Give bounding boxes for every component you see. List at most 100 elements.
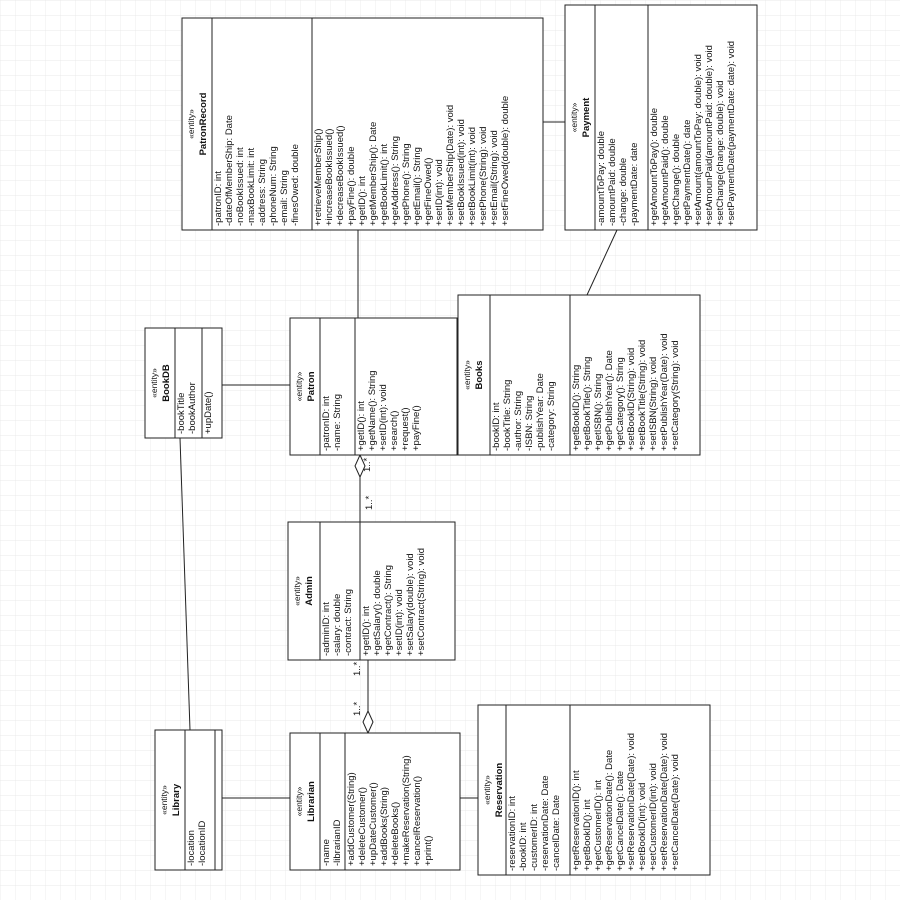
method: +decreaseBookIssued() [335,125,346,226]
method: +setContract(String): void [416,548,427,656]
method: +getContract(): String [383,565,394,656]
attribute: -maxBookLimit: int [246,148,257,226]
method: +setPhone(String): void [478,126,489,226]
aggregation-diamond [362,709,374,735]
method: +setReservationDate(Date): void [659,733,670,871]
method: +getBookLimit(): int [379,144,390,226]
method: +increaseBookIssued() [324,129,335,226]
attribute: -bookTitle: String [502,380,513,451]
method: +getAmountPaid(): double [660,115,671,226]
class-box: «entity» Patron -patronID: int -name: Strin… [289,317,458,456]
association [179,437,191,731]
class-name: Admin [304,576,315,606]
attribute: -email: String [279,170,290,226]
attribute: -locationID [197,820,208,866]
attribute: -adminID: int [321,602,332,656]
stereotype: «entity» [462,360,472,390]
method: +setSalary(double): void [405,553,416,656]
method: +getEmail(): String [412,147,423,226]
method: +setBookID(int): void [637,783,648,871]
method: +setCancelDate(Date): void [670,754,681,871]
method: +getPaymentDate(): date [682,120,693,226]
class-box: «entity» Reservation-reservationID: int -b… [477,704,711,876]
attribute: -name [321,839,332,866]
method: +setISBN(String): void [648,357,659,451]
method: +search() [389,411,400,451]
connectors [179,121,618,799]
method: +setAmounPaid(amountPaid: double): void [704,45,715,226]
method: +getCancelDate(): Date [615,771,626,871]
method: +getMemberShip(): Date [368,122,379,226]
method: +setPaymentDate(paymentDate: date): void [726,41,737,226]
method: +addCustomer(String) [346,772,357,866]
method: +getCustomerID(): int [593,780,604,871]
attribute: -paymentDate: date [629,143,640,226]
class-frame [457,294,701,456]
method: +getPublishYear(): Date [604,350,615,451]
method: +setReservationDate(Date): void [626,733,637,871]
attribute: -change: double [618,158,629,226]
class-name: Librarian [306,781,317,822]
method: +getPhone(): String [401,143,412,226]
class-name: Library [171,783,182,816]
method: +getBookTitle(): String [582,357,593,451]
class-frame [181,17,544,231]
method: +getAddress(): String [390,136,401,226]
attribute: -publishYear: Date [535,373,546,451]
method: +deleteCustomer() [357,787,368,866]
method: +setID(int): void [378,384,389,451]
attribute: -name: String [332,394,343,451]
multiplicity: 1..* [364,495,375,510]
attribute: -author: String [513,391,524,451]
attribute: -finesOwed: double [290,144,301,226]
multiplicity: 1..* [352,661,363,676]
method: +setPublishYear(Date): void [659,333,670,451]
method: +getFineOwed() [423,158,434,226]
method: +setFineOwed(double): double [500,96,511,226]
attribute: -ISBN: String [524,396,535,451]
method: +upDateCustomer() [368,782,379,866]
class-box: «entity» Books -bookID: int -bookTitle: Str… [457,294,701,456]
method: +getID(): int [361,606,372,656]
class-frame [287,521,456,661]
method: +setBookID(String): void [626,348,637,451]
attribute: -librarianID [332,819,343,866]
class-frame [289,317,458,456]
method: +payFine(): double [346,147,357,226]
attribute: -dateOfMemberShip: Date [224,115,235,226]
method: +setID(int): void [434,159,445,226]
method: +setBookLimit(int): void [467,127,478,226]
class-box: «entity» Admin -adminID: int -salary: doubl… [287,521,456,661]
method: +setChange(change: double): void [715,80,726,226]
stereotype: «entity» [292,576,302,606]
class-name: Payment [581,97,592,137]
attribute: -reservationID: int [507,796,518,871]
method: +getAmountToPay(): double [649,108,660,226]
method: +getISBN(): String [593,374,604,451]
method: +retrieveMemberShip() [313,129,324,226]
class-name: BookDB [161,364,172,402]
multiplicity: 1..* [362,457,373,472]
attribute: -customerID: int [529,804,540,871]
class-name: Books [474,360,485,389]
class-box: «entity» Librarian -name -librarianID +addCu… [289,732,461,871]
class-box: «entity» Library -location -locationID [154,729,223,871]
attribute: -location [186,830,197,866]
stereotype: «entity» [159,785,169,815]
method: +getCategory(): String [615,357,626,451]
stereotype: «entity» [149,368,159,398]
class-box: «entity» PatronRecord -patronID: int -dateO… [181,17,544,231]
method: +setBookIssued(int): void [456,119,467,226]
method: +request() [400,407,411,451]
attribute: -contract: String [343,589,354,656]
method: +setBookTitle(String): void [637,340,648,451]
attribute: -patronID: int [213,171,224,226]
method: +setCategory(String): void [670,340,681,451]
stereotype: «entity» [294,786,304,816]
method: +getBookID(): String [571,365,582,451]
class-name: Patron [306,371,317,401]
class-box: «entity» BookDB -bookTitle -bookAuthor +upDa… [144,327,223,439]
method: +getSalary(): double [372,570,383,656]
method: +getChange(): double [671,134,682,226]
